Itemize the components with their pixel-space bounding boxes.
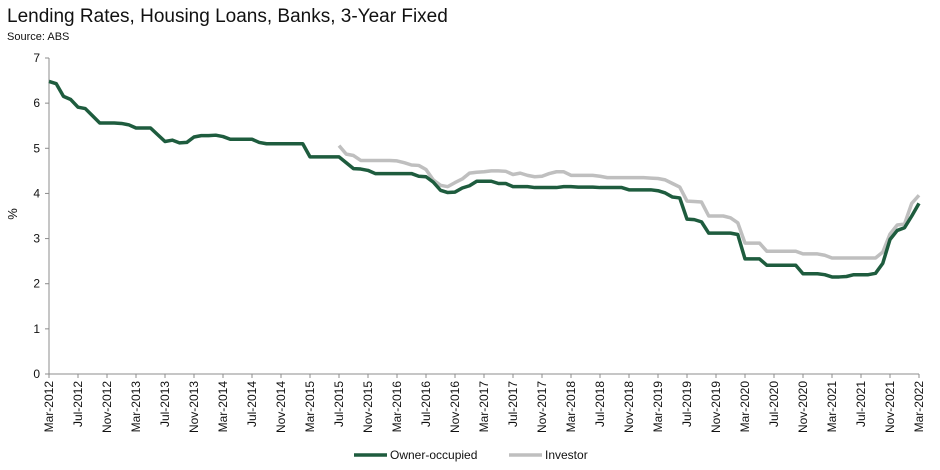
x-tick-label: Mar-2017 [477,381,491,433]
x-tick-label: Mar-2014 [216,381,230,433]
y-tick-label: 5 [33,141,40,155]
y-axis: 0 1 2 3 4 5 6 7 [33,51,50,381]
x-tick-label: Jul-2017 [506,381,520,427]
y-tick-label: 0 [33,367,40,381]
y-tick-label: 3 [33,232,40,246]
x-tick-label: Nov-2017 [535,381,549,433]
x-tick-label: Mar-2019 [651,381,665,433]
x-axis: Mar-2012 Jul-2012 Nov-2012 Mar-2013 Jul-2013… [42,373,926,433]
y-tick-label: 7 [33,51,40,65]
chart-subtitle: Source: ABS [7,31,70,43]
x-tick-label: Jul-2015 [332,381,346,427]
legend: Owner-occupied Investor [354,448,588,462]
y-tick-label: 1 [33,322,40,336]
x-tick-label: Jul-2012 [71,381,85,427]
x-tick-label: Mar-2015 [303,381,317,433]
x-tick-label: Mar-2018 [564,381,578,433]
series-line-investor [337,144,921,260]
x-tick-label: Nov-2019 [709,381,723,433]
legend-label-owner-occupied: Owner-occupied [390,448,477,462]
y-tick-label: 2 [33,277,40,291]
chart-title: Lending Rates, Housing Loans, Banks, 3-Y… [7,6,448,27]
x-tick-label: Mar-2016 [390,381,404,433]
x-tick-label: Mar-2022 [912,381,926,433]
x-tick-label: Jul-2013 [158,381,172,427]
x-tick-label: Nov-2012 [100,381,114,433]
y-axis-label: % [5,208,20,220]
x-tick-label: Jul-2014 [245,381,259,427]
x-tick-label: Mar-2013 [129,381,143,433]
x-tick-label: Mar-2021 [825,381,839,433]
x-tick-label: Nov-2018 [622,381,636,433]
x-tick-label: Nov-2014 [274,381,288,433]
y-tick-label: 4 [33,186,40,200]
x-tick-label: Jul-2016 [419,381,433,427]
x-tick-label: Nov-2021 [883,381,897,433]
x-tick-label: Jul-2020 [767,381,781,427]
x-tick-label: Nov-2015 [361,381,375,433]
x-tick-label: Mar-2012 [42,381,56,433]
x-tick-label: Nov-2020 [796,381,810,433]
x-tick-label: Jul-2019 [680,381,694,427]
x-tick-label: Nov-2016 [448,381,462,433]
series-line-owner-occupied [48,79,921,279]
x-tick-label: Nov-2013 [187,381,201,433]
legend-label-investor: Investor [545,448,588,462]
x-tick-label: Mar-2020 [738,381,752,433]
y-tick-label: 6 [33,96,40,110]
series-layer [48,79,921,279]
x-tick-label: Jul-2018 [593,381,607,427]
x-tick-label: Jul-2021 [854,381,868,427]
